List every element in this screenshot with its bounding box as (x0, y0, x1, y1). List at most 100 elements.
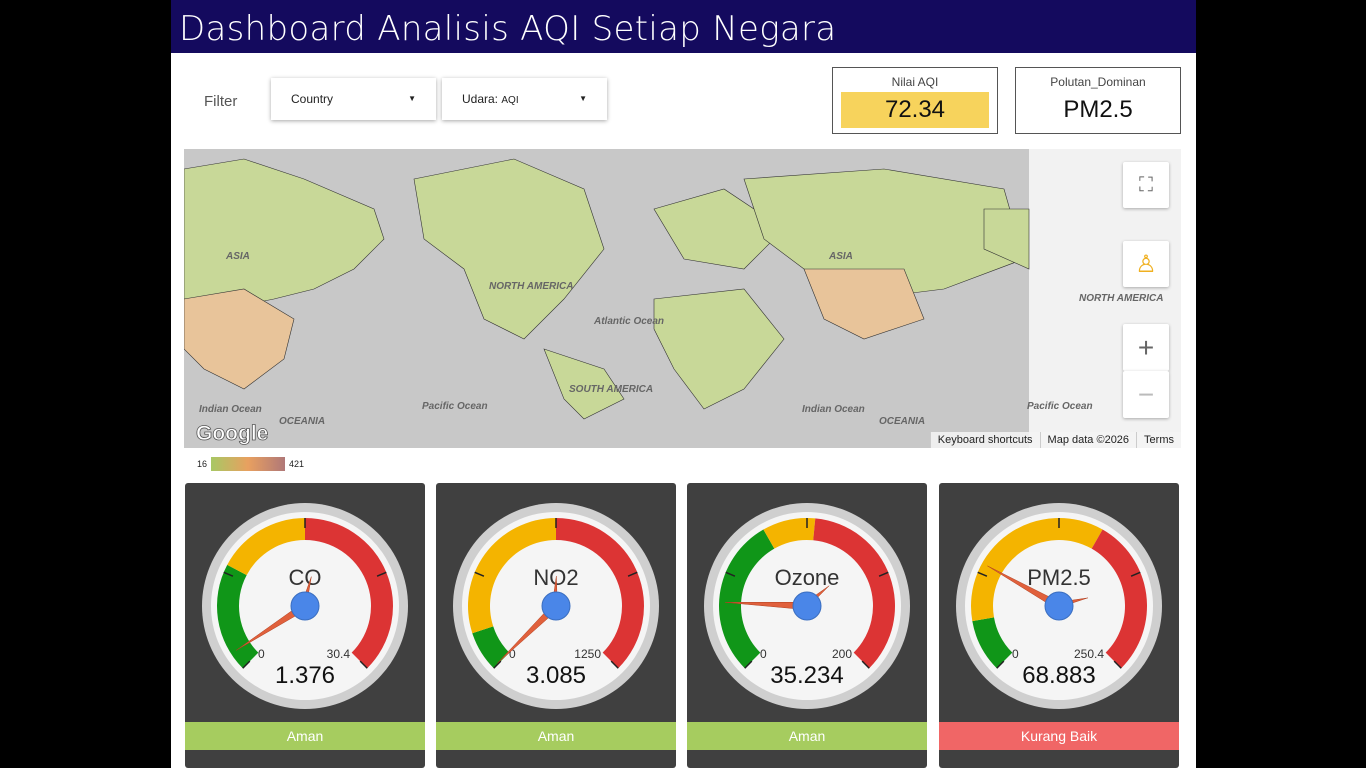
gauge: NO2 0 1250 3.085 (453, 503, 659, 709)
gauge-min: 0 (509, 647, 516, 661)
gauge-needle (497, 575, 558, 664)
gauge-value: 68.883 (1022, 662, 1095, 689)
gauge-status: Aman (687, 722, 927, 750)
legend-min: 16 (197, 459, 208, 469)
gauge-value: 3.085 (526, 662, 586, 689)
map-label: Atlantic Ocean (593, 316, 664, 327)
zoom-in-icon[interactable]: + (1123, 324, 1169, 371)
gauge-band-red (556, 518, 644, 669)
gauge-card-ozone: Ozone 0 200 35.234 Aman (687, 483, 927, 768)
gauge-tick (474, 571, 485, 577)
caret-down-icon: ▼ (579, 94, 587, 103)
gauge-band-green (972, 617, 1013, 669)
caret-down-icon: ▼ (408, 94, 416, 103)
map-label: ASIA (225, 251, 250, 262)
gauge-band-yellow (763, 518, 816, 549)
gauge-status: Aman (185, 722, 425, 750)
map-label: Indian Ocean (199, 404, 262, 415)
gauge-tick (359, 660, 368, 669)
google-logo: Google (196, 422, 268, 445)
map-data-text: Map data ©2026 (1039, 432, 1137, 448)
gauge-band-green (472, 626, 510, 669)
gauge: PM2.5 0 250.4 68.883 (956, 503, 1162, 709)
gauge-tick (996, 660, 1005, 669)
gauge-band-yellow (971, 518, 1103, 622)
page-title: Dashboard Analisis AQI Setiap Negara (171, 0, 1196, 53)
gauge-label: Ozone (775, 565, 840, 590)
geo-map[interactable]: ASIA NORTH AMERICA Atlantic Ocean SOUTH … (184, 149, 1181, 448)
map-label: OCEANIA (279, 416, 325, 427)
gauge-min: 0 (258, 647, 265, 661)
gauge-tick (878, 571, 889, 577)
gauge-hub (792, 591, 822, 621)
kpi-value: 72.34 (841, 92, 989, 128)
kpi-value: PM2.5 (1063, 96, 1133, 123)
kpi-nilai-aqi: Nilai AQI 72.34 (832, 67, 998, 134)
gauge-hub (1044, 591, 1074, 621)
gauge-band-yellow (227, 518, 305, 576)
zoom-out-icon[interactable]: − (1123, 371, 1169, 418)
terms-link[interactable]: Terms (1136, 432, 1181, 448)
gauge-max: 200 (832, 647, 852, 661)
gauge-band-red (813, 518, 895, 669)
udara-dropdown[interactable]: Udara: AQI ▼ (442, 78, 607, 120)
gauge-max: 30.4 (327, 647, 351, 661)
gauge-tick (861, 660, 870, 669)
map-label: ASIA (828, 251, 853, 262)
gauge-hub (290, 591, 320, 621)
gauge: Ozone 0 200 35.234 (704, 503, 910, 709)
gauge-hub (541, 591, 571, 621)
gauge-band-red (305, 518, 393, 669)
gauge-status: Kurang Baik (939, 722, 1179, 750)
gauge-card-no2: NO2 0 1250 3.085 Aman (436, 483, 676, 768)
keyboard-shortcuts-link[interactable]: Keyboard shortcuts (929, 432, 1040, 448)
map-shapes: ASIA NORTH AMERICA Atlantic Ocean SOUTH … (184, 149, 1181, 448)
map-label: Pacific Ocean (1027, 401, 1093, 412)
gauge-card-pm25: PM2.5 0 250.4 68.883 Kurang Baik (939, 483, 1179, 768)
color-legend: 16 421 (197, 457, 304, 471)
gauge-tick (242, 660, 251, 669)
kpi-title: Nilai AQI (891, 75, 939, 89)
gauge-max: 250.4 (1074, 647, 1104, 661)
gauge-value: 35.234 (770, 662, 843, 689)
country-dropdown[interactable]: Country ▼ (271, 78, 436, 120)
map-label: SOUTH AMERICA (569, 384, 653, 395)
kpi-polutan-dominan: Polutan_Dominan PM2.5 (1015, 67, 1181, 134)
gauge-max: 1250 (574, 647, 601, 661)
gauge-band-yellow (468, 518, 556, 634)
kpi-title: Polutan_Dominan (1050, 75, 1146, 89)
gauge-tick (977, 571, 988, 577)
gauge-tick (1130, 571, 1141, 577)
gauge-band-red (1091, 529, 1147, 669)
map-label: Indian Ocean (802, 404, 865, 415)
country-dropdown-label: Country (291, 92, 334, 106)
legend-max: 421 (289, 459, 305, 469)
gauge-label: CO (289, 565, 322, 590)
gauge-value: 1.376 (275, 662, 335, 689)
pegman-icon[interactable]: ♙ (1123, 241, 1169, 287)
gauge-tick (493, 660, 502, 669)
gauge-status: Aman (436, 722, 676, 750)
gauge-tick (1113, 660, 1122, 669)
gauge-tick (223, 571, 234, 577)
map-label: NORTH AMERICA (489, 281, 573, 292)
gauge-min: 0 (760, 647, 767, 661)
map-attribution: Keyboard shortcuts Map data ©2026 Terms (929, 432, 1181, 448)
gauge-label: PM2.5 (1027, 565, 1091, 590)
map-label: Pacific Ocean (422, 401, 488, 412)
udara-prefix: Udara: (462, 92, 499, 106)
udara-value: AQI (501, 95, 519, 106)
gauge-tick (610, 660, 619, 669)
filter-label: Filter (204, 93, 238, 110)
map-label: NORTH AMERICA (1079, 293, 1163, 304)
gauge-needle (987, 565, 1088, 609)
gauge-tick (744, 660, 753, 669)
gauge-tick (725, 571, 736, 577)
legend-gradient (211, 457, 286, 471)
gauge-min: 0 (1012, 647, 1019, 661)
gauge-band-green (719, 529, 775, 669)
map-label: OCEANIA (879, 416, 925, 427)
fullscreen-icon[interactable]: ⛶ (1123, 162, 1169, 208)
gauge-tick (627, 571, 638, 577)
gauge-tick (376, 571, 387, 577)
